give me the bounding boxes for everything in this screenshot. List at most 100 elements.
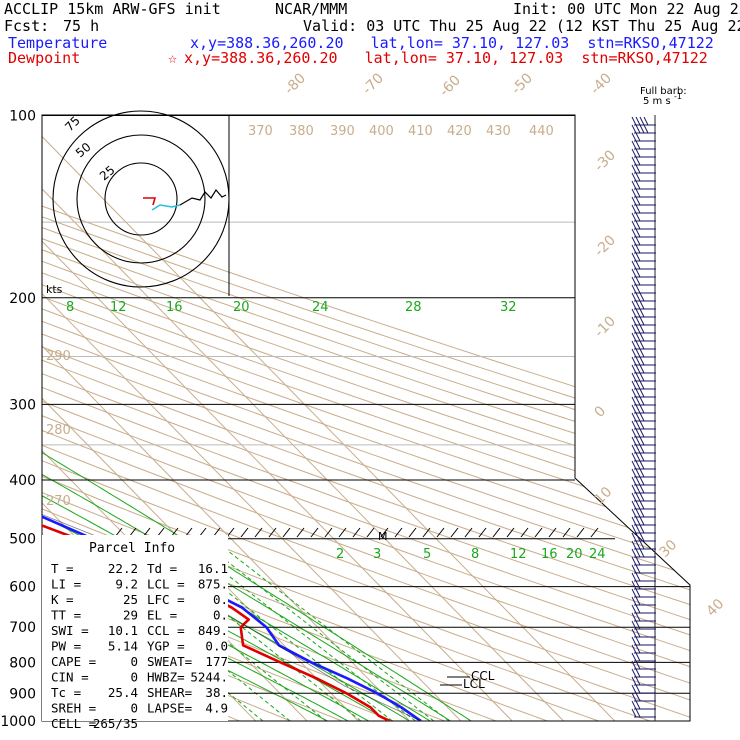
wind-barb-flag	[635, 220, 641, 230]
wind-barb-flag	[631, 148, 637, 158]
mixing-ratio-label: 20	[566, 547, 583, 562]
wind-barb-flag	[639, 468, 645, 478]
wind-barb-flag	[631, 436, 637, 446]
wind-barb-flag	[631, 516, 637, 526]
wind-barb-flag	[639, 356, 645, 366]
wind-barb-flag	[635, 636, 641, 646]
isobar-tick	[226, 527, 235, 538]
parcel-row-value: 25.4	[108, 685, 138, 700]
wind-barb-flag	[631, 612, 637, 622]
wind-barb-flag	[631, 236, 637, 246]
wind-barb-flag	[639, 364, 645, 374]
isotherm-line	[42, 115, 513, 721]
wind-barb-flag	[635, 468, 641, 478]
parcel-row-label: CAPE =	[51, 654, 96, 669]
wind-barb-flag	[639, 340, 645, 350]
dry-adiabat	[42, 115, 690, 721]
theta-label: 430	[486, 124, 511, 139]
wind-barb-flag	[635, 332, 641, 342]
wind-barb-flag	[639, 436, 645, 446]
wind-barb-flag	[639, 332, 645, 342]
moist-adiabat-label: 20	[233, 300, 250, 315]
pressure-tick-label: 1000	[0, 714, 36, 730]
wind-barb-flag	[631, 348, 637, 358]
wind-barb-flag	[635, 244, 641, 254]
parcel-row-label: SWI =	[51, 623, 89, 638]
wind-barb-flag	[639, 388, 645, 398]
theta-label: 440	[529, 124, 554, 139]
isotherm-label: -40	[588, 70, 615, 97]
wind-barb-flag	[635, 436, 641, 446]
wind-barb-flag	[631, 260, 637, 270]
wind-barb-flag	[639, 292, 645, 302]
wind-barb-flag	[631, 276, 637, 286]
parcel-row-label: SREH =	[51, 701, 96, 716]
isobar-tick	[338, 527, 347, 538]
dry-adiabat	[42, 115, 690, 721]
parcel-row-value2: 875.	[198, 577, 228, 592]
isotherm-label: -30	[592, 147, 619, 174]
wind-barb-flag	[631, 292, 637, 302]
parcel-row-label: TT =	[51, 608, 81, 623]
init-time: Init: 00 UTC Mon 22 Aug 22	[513, 0, 740, 18]
isotherm-label: -60	[437, 72, 464, 99]
wind-barb-flag	[639, 532, 645, 542]
isobar-tick	[380, 527, 389, 538]
parcel-row-value2: 0.	[213, 592, 228, 607]
hodograph-ring	[52, 110, 230, 288]
wind-barb-flag	[631, 644, 637, 654]
wind-barb-flag	[635, 204, 641, 214]
moist-adiabat-label: 24	[312, 300, 329, 315]
wind-barb-flag	[631, 596, 637, 606]
valid-time: Valid: 03 UTC Thu 25 Aug 22 (12 KST Thu …	[303, 17, 740, 35]
pressure-tick-label: 900	[9, 686, 36, 702]
parcel-row-label2: CCL =	[147, 623, 185, 638]
parcel-row-value: 0	[130, 670, 138, 685]
fcst-value: 75 h	[63, 17, 100, 35]
wind-barb-flag	[631, 172, 637, 182]
wind-barb-flag	[635, 188, 641, 198]
wind-barb-flag	[635, 676, 641, 686]
theta-label: 370	[248, 124, 273, 139]
mixing-ratio-label: 8	[471, 547, 479, 562]
wind-barb-flag	[631, 652, 637, 662]
wind-barb-flag	[631, 692, 637, 702]
parcel-row-value2: 16.1	[198, 561, 228, 576]
wind-barb-flag	[639, 420, 645, 430]
moist-adiabat-label: 16	[166, 300, 183, 315]
wind-barb-flag	[639, 516, 645, 526]
wind-barb-flag	[639, 540, 645, 550]
isobar-tick	[450, 527, 459, 538]
pressure-tick-label: 800	[9, 655, 36, 671]
wind-barb-flag	[639, 508, 645, 518]
wind-barb-flag	[635, 236, 641, 246]
isobar-tick	[576, 527, 585, 538]
parcel-row-label2: YGP =	[147, 639, 185, 654]
isotherm-line	[42, 115, 564, 721]
hodograph-ring	[104, 162, 178, 236]
wind-barb-flag	[635, 532, 641, 542]
isobar-tick	[240, 527, 249, 538]
parcel-row-label: Tc =	[51, 685, 81, 700]
isotherm-label: -80	[282, 70, 309, 97]
wind-barb-flag	[635, 316, 641, 326]
wind-barb-flag	[631, 284, 637, 294]
isobar-tick	[506, 527, 515, 538]
isotherm-line	[42, 115, 410, 721]
isotherm-label: 40	[704, 596, 728, 620]
wind-barb-flag	[635, 348, 641, 358]
wind-barb-flag	[639, 500, 645, 510]
isobar-tick	[394, 527, 403, 538]
parcel-row-label2: SHEAR=	[147, 685, 192, 700]
isotherm-label: 0	[592, 403, 610, 421]
wind-barb-flag	[635, 540, 641, 550]
lcl-label: LCL	[463, 677, 485, 691]
wind-barb-flag	[631, 340, 637, 350]
mixing-ratio-line	[197, 538, 435, 721]
isotherm-line	[42, 115, 616, 721]
wind-barb-flag	[631, 252, 637, 262]
dry-adiabat	[42, 115, 690, 721]
wind-barb-flag	[635, 116, 641, 126]
theta-label: 390	[330, 124, 355, 139]
wind-barb-flag	[635, 404, 641, 414]
